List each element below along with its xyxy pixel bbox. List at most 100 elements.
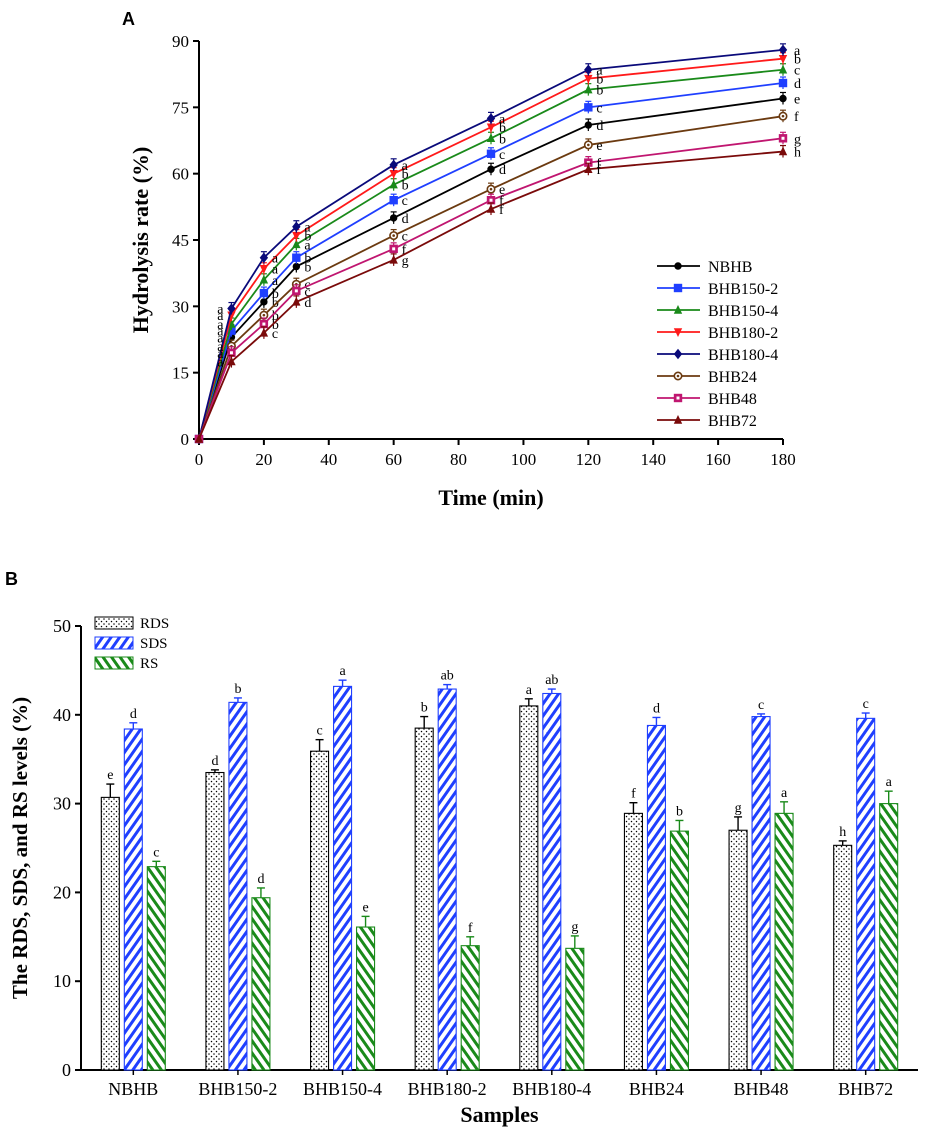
point-bhb24-center <box>587 143 590 147</box>
panel-b-x-axis-title: Samples <box>460 1102 539 1127</box>
legend-label: BHB150-4 <box>708 303 778 320</box>
panel-b-y-tick-label: 40 <box>53 705 71 725</box>
point-bhb180-4 <box>778 44 788 56</box>
point-bhb72 <box>389 254 398 264</box>
legend-label: RS <box>140 656 158 672</box>
legend-label: BHB180-2 <box>708 325 778 342</box>
significance-letter: a <box>217 340 224 355</box>
significance-letter: a <box>596 64 603 79</box>
panel-a-series: abbdddeabbcccdaaabbbcaabbbbbaaaaaaaabcce… <box>194 43 801 445</box>
significance-letter: b <box>304 252 311 267</box>
significance-letter: a <box>217 325 224 340</box>
bar-rds <box>623 812 643 1071</box>
point-bhb180-2 <box>778 54 788 64</box>
significance-letter: c <box>794 64 800 79</box>
point-bhb180-4 <box>259 252 269 263</box>
significance-letter: b <box>596 73 603 88</box>
significance-letter: a <box>304 238 311 253</box>
legend-item-bhb150-2: BHB150-2 <box>657 281 778 298</box>
bar-rs <box>460 945 480 1071</box>
significance-letter: a <box>499 112 506 127</box>
point-bhb48-center <box>489 198 493 202</box>
point-bhb180-2 <box>486 123 496 133</box>
bar-sds <box>333 685 353 1071</box>
significance-letter: a <box>402 159 409 174</box>
panel-a-y-tick-label: 90 <box>172 32 189 51</box>
panel-a-y-tick-label: 45 <box>172 231 189 250</box>
point-bhb150-4 <box>259 274 269 284</box>
panel-a-x-tick-label: 100 <box>511 450 537 469</box>
legend-marker-center <box>676 374 680 378</box>
line-bhb24 <box>198 115 784 440</box>
point-bhb48-center <box>262 322 266 326</box>
significance-letter: a <box>339 664 346 679</box>
significance-letter: a <box>272 274 279 289</box>
point-bhb150-2 <box>584 103 593 112</box>
bar-group-bhb150-2: d b d BHB150-2 <box>198 682 277 1099</box>
significance-letter: g <box>571 920 578 935</box>
bar-group-bhb72: h c a BHB72 <box>833 697 899 1099</box>
point-bhb48-center <box>586 161 590 165</box>
panel-b-y-tick-label: 20 <box>53 882 71 902</box>
significance-letter: f <box>402 243 407 258</box>
bar-sds <box>437 688 457 1071</box>
point-bhb180-2 <box>259 265 269 274</box>
legend-marker <box>673 283 683 293</box>
legend-label: BHB180-4 <box>708 347 778 364</box>
significance-letter: f <box>631 787 636 802</box>
significance-letter: c <box>316 724 322 739</box>
panel-a-x-axis-title: Time (min) <box>438 485 543 510</box>
panel-b-x-tick-label: BHB72 <box>838 1079 893 1099</box>
legend-marker <box>673 415 683 424</box>
bar-rds <box>414 727 434 1071</box>
significance-letter: c <box>758 698 764 713</box>
legend-swatch <box>94 616 134 630</box>
bar-sds <box>228 701 248 1071</box>
point-bhb150-2 <box>259 288 269 298</box>
panel-b-label: B <box>5 569 18 589</box>
significance-letter: c <box>499 148 505 163</box>
panel-a-x-tick-label: 40 <box>320 450 337 469</box>
point-bhb180-2 <box>584 74 593 84</box>
bar-rds <box>100 796 120 1071</box>
panel-a-y-axis-title: Hydrolysis rate (%) <box>128 147 153 334</box>
significance-letter: ab <box>545 673 558 688</box>
point-bhb180-2 <box>292 231 301 241</box>
panel-a-label: A <box>122 9 135 29</box>
significance-letter: d <box>596 119 603 134</box>
panel-a-x-tick-label: 180 <box>770 450 796 469</box>
point-bhb72 <box>292 296 301 306</box>
legend-item-bhb48: BHB48 <box>657 391 757 408</box>
panel-b-y-tick-label: 0 <box>62 1060 71 1080</box>
point-nbhb <box>389 214 398 222</box>
panel-b-bar-chart: B 0 10 20 30 40 50 e d c NBHB d b d BHB150-2 c a e BHB15… <box>5 569 918 1127</box>
bar-rs <box>251 897 271 1071</box>
point-bhb72 <box>259 327 269 337</box>
point-bhb150-2 <box>486 149 496 158</box>
line-bhb48 <box>198 137 784 440</box>
point-bhb150-4 <box>778 64 788 74</box>
point-bhb72 <box>584 164 593 173</box>
bar-rds <box>310 750 330 1071</box>
panel-a-x-tick-label: 80 <box>450 450 467 469</box>
bar-sds <box>542 692 562 1071</box>
significance-letter: a <box>526 683 533 698</box>
panel-a-x-tick-label: 120 <box>576 450 602 469</box>
panel-b-y-tick-label: 30 <box>53 794 71 814</box>
significance-letter: d <box>257 872 264 887</box>
significance-letter: b <box>402 179 409 194</box>
point-bhb150-4 <box>486 133 496 142</box>
panel-a-x-tick-label: 140 <box>640 450 666 469</box>
panel-a-y-tick-label: 60 <box>172 165 189 184</box>
legend-label: SDS <box>140 636 168 652</box>
legend-item-rds: RDS <box>94 616 169 632</box>
significance-letter: c <box>596 101 602 116</box>
significance-letter: f <box>499 194 504 209</box>
point-bhb24-center <box>392 234 395 237</box>
significance-letter: a <box>794 44 801 59</box>
legend-item-sds: SDS <box>94 636 168 652</box>
